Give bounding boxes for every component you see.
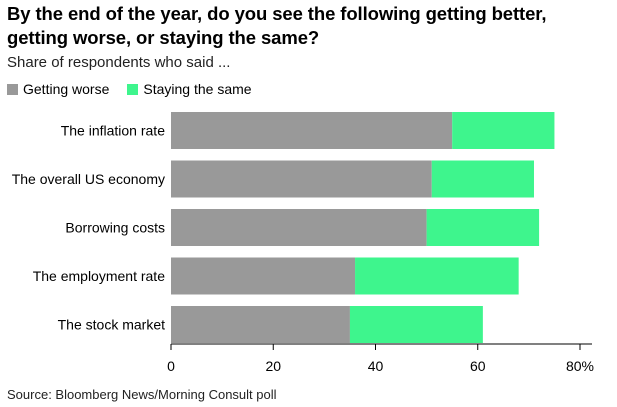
legend-label-getting-worse: Getting worse [23,81,110,97]
bar-staying-the-same-borrowing-costs [426,209,540,246]
legend-label-staying-the-same: Staying the same [143,81,252,97]
source-note: Source: Bloomberg News/Morning Consult p… [7,387,277,402]
legend: Getting worse Staying the same [7,80,270,98]
x-tick-label-0: 0 [167,358,175,374]
x-tick-label-20: 20 [265,358,281,374]
x-tick-label-80: 80% [566,358,594,374]
bar-getting-worse-the-inflation-rate [171,112,453,149]
bar-staying-the-same-the-stock-market [349,306,483,343]
x-tick-label-60: 60 [470,358,486,374]
category-label-the-inflation-rate: The inflation rate [61,123,165,139]
category-label-borrowing-costs: Borrowing costs [65,220,165,236]
category-label-the-stock-market: The stock market [58,317,165,333]
bar-getting-worse-the-overall-us-economy [171,160,432,198]
bar-getting-worse-the-employment-rate [171,257,356,295]
bar-staying-the-same-the-inflation-rate [452,112,555,149]
bar-getting-worse-borrowing-costs [171,209,427,246]
legend-item-getting-worse: Getting worse [7,80,109,98]
category-label-the-employment-rate: The employment rate [33,268,165,284]
category-label-the-overall-us-economy: The overall US economy [12,171,165,187]
bar-getting-worse-the-stock-market [171,306,350,343]
legend-swatch-getting-worse [7,83,18,95]
bar-staying-the-same-the-employment-rate [355,257,519,295]
chart-subtitle: Share of respondents who said ... [7,54,231,71]
chart-title: By the end of the year, do you see the f… [7,3,547,48]
legend-swatch-staying-the-same [127,83,139,95]
x-tick-label-40: 40 [368,358,384,374]
legend-item-staying-the-same: Staying the same [127,80,252,98]
bar-staying-the-same-the-overall-us-economy [431,160,534,198]
